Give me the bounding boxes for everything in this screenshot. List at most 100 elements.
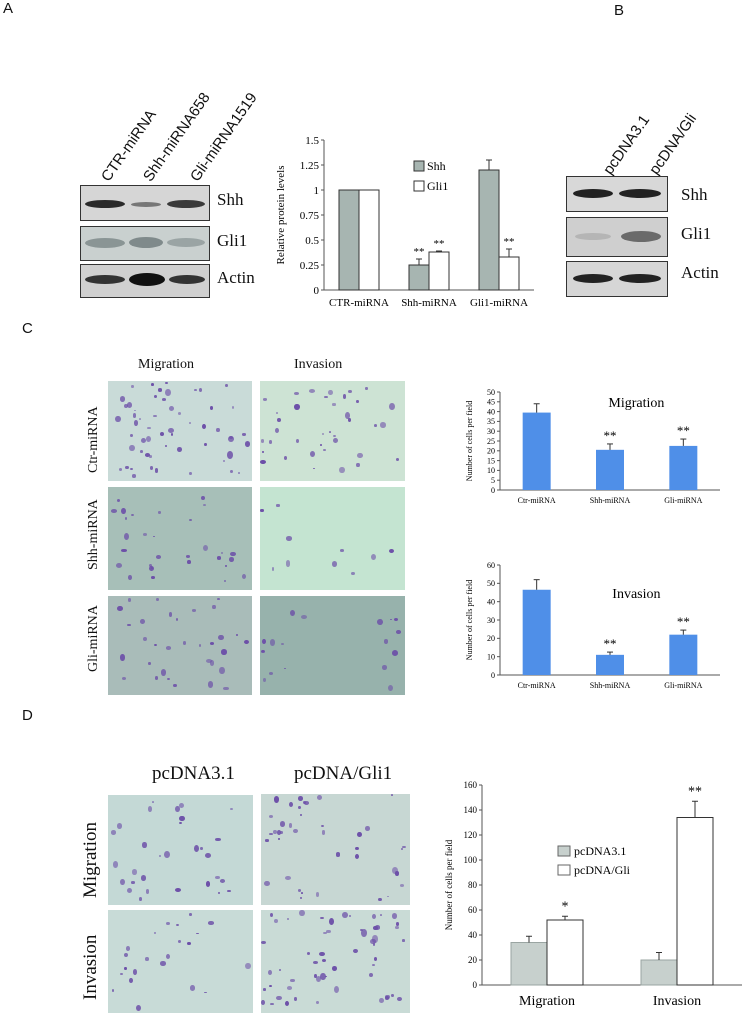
y-tick-label: 10: [487, 466, 495, 475]
cell-speck: [396, 996, 402, 1002]
cell-speck: [392, 650, 399, 656]
cell-speck: [269, 815, 274, 819]
cell-speck: [285, 536, 292, 541]
cell-speck: [322, 449, 326, 451]
cell-speck: [241, 573, 246, 579]
cell-speck: [281, 643, 284, 646]
y-tick-label: 50: [487, 579, 495, 588]
cell-speck: [328, 389, 333, 395]
y-tick-label: 60: [487, 561, 495, 570]
cell-speck: [339, 466, 345, 474]
cell-speck: [399, 883, 405, 887]
significance-mark: **: [677, 423, 690, 438]
panel-label-b: B: [614, 2, 625, 19]
cell-speck: [348, 914, 351, 918]
cell-speck: [235, 633, 238, 637]
cell-speck: [269, 985, 273, 988]
cell-speck: [320, 916, 324, 920]
cell-speck: [302, 800, 307, 804]
blot-a-label-gli1: Gli1: [217, 231, 248, 250]
cell-speck: [118, 468, 123, 472]
cell-speck: [139, 449, 144, 453]
cell-speck: [176, 924, 179, 927]
cell-speck: [268, 970, 272, 976]
blot-a-shh-strip: [80, 185, 210, 221]
c-row-label-ctr: Ctr-miRNA: [86, 406, 101, 473]
cell-speck: [370, 554, 376, 561]
cell-speck: [202, 504, 207, 507]
cell-speck: [165, 646, 172, 650]
y-tick-label: 40: [487, 597, 495, 606]
cell-speck: [329, 918, 335, 925]
cell-speck: [156, 597, 159, 601]
cell-speck: [146, 436, 152, 443]
band: [167, 200, 205, 208]
cell-speck: [231, 405, 235, 409]
cell-speck: [275, 411, 279, 415]
cell-speck: [244, 640, 250, 645]
cell-speck: [142, 842, 147, 848]
cell-speck: [111, 508, 118, 513]
cell-speck: [387, 685, 394, 692]
cell-speck: [331, 561, 338, 567]
cell-speck: [215, 428, 220, 433]
cell-speck: [396, 630, 401, 634]
cell-speck: [188, 422, 191, 425]
y-tick-label: 10: [487, 652, 495, 661]
cell-speck: [152, 414, 157, 418]
y-tick-label: 0.25: [300, 260, 320, 272]
cell-speck: [110, 830, 117, 835]
c-row-label-gli: Gli-miRNA: [86, 605, 101, 672]
cell-speck: [121, 548, 128, 553]
micrograph-c-ctr-migration: [108, 381, 252, 481]
cell-speck: [219, 667, 225, 675]
cell-speck: [161, 398, 166, 401]
cell-speck: [276, 504, 280, 507]
significance-mark: **: [414, 246, 425, 258]
cell-speck: [244, 440, 251, 447]
y-tick-label: 50: [487, 388, 495, 397]
band: [129, 273, 165, 286]
bar: [640, 959, 678, 986]
cell-speck: [218, 634, 224, 641]
cell-speck: [357, 831, 363, 837]
bar: [596, 449, 624, 490]
cell-speck: [351, 571, 355, 575]
cell-speck: [372, 943, 376, 947]
legend-swatch: [557, 845, 571, 857]
blot-b-lane-2: pcDNA/Gli: [646, 110, 701, 178]
cell-speck: [237, 472, 241, 474]
cell-speck: [355, 846, 359, 850]
y-tick-label: 1: [314, 185, 320, 197]
cell-speck: [372, 925, 378, 931]
cell-speck: [139, 897, 143, 901]
micrograph-c-ctr-invasion: [260, 381, 405, 481]
cell-speck: [378, 997, 384, 1004]
cell-speck: [299, 813, 303, 817]
y-axis-label: Number of cells per field: [444, 839, 454, 930]
cell-speck: [274, 427, 279, 433]
cell-speck: [361, 929, 367, 937]
cell-speck: [147, 806, 152, 812]
cell-speck: [347, 389, 352, 394]
cell-speck: [201, 424, 206, 430]
cell-speck: [124, 952, 129, 958]
cell-speck: [165, 381, 168, 385]
cell-speck: [385, 995, 389, 1000]
cell-speck: [268, 672, 274, 676]
cell-speck: [264, 881, 270, 887]
cell-speck: [273, 796, 280, 803]
cell-speck: [228, 436, 235, 442]
cell-speck: [294, 403, 301, 411]
c-row-label-shh: Shh-miRNA: [86, 499, 101, 570]
cell-speck: [112, 988, 115, 992]
cell-speck: [119, 878, 125, 886]
gli-overexpression-chart: 0 20 40 60 80 100 120 140 160 Number of cells per…: [444, 780, 742, 1009]
cell-speck: [342, 911, 348, 918]
cell-speck: [206, 658, 212, 663]
c-col-label-invasion: Invasion: [294, 357, 343, 372]
cell-speck: [301, 615, 307, 620]
cell-speck: [309, 388, 315, 393]
cell-speck: [209, 641, 215, 646]
